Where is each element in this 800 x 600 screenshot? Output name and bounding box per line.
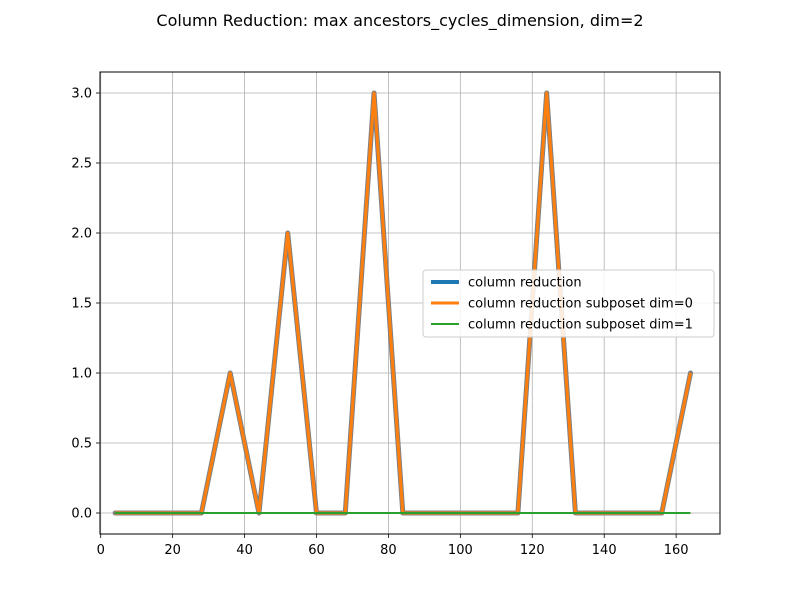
x-tick-label: 80 — [380, 543, 397, 558]
x-tick-label: 20 — [164, 543, 181, 558]
x-tick-label: 0 — [97, 543, 105, 558]
x-tick-label: 60 — [308, 543, 325, 558]
y-tick-label: 2.0 — [71, 227, 92, 242]
x-tick-label: 160 — [664, 543, 689, 558]
legend-label: column reduction subposet dim=0 — [468, 297, 693, 312]
y-axis: 0.0 0.5 1.0 1.5 2.0 2.5 3.0 — [71, 87, 100, 522]
chart-title: Column Reduction: max ancestors_cycles_d… — [156, 11, 643, 31]
y-tick-label: 0.0 — [71, 507, 92, 522]
legend-label: column reduction — [468, 276, 582, 291]
x-axis: 0 20 40 60 80 100 120 140 160 — [97, 534, 689, 558]
x-tick-label: 140 — [592, 543, 617, 558]
y-tick-label: 0.5 — [71, 437, 92, 452]
legend-label: column reduction subposet dim=1 — [468, 318, 693, 333]
y-tick-label: 1.5 — [71, 297, 92, 312]
x-tick-label: 120 — [520, 543, 545, 558]
legend: column reduction column reduction subpose… — [422, 269, 715, 338]
y-tick-label: 2.5 — [71, 157, 92, 172]
x-tick-label: 100 — [448, 543, 473, 558]
series-layer — [112, 90, 694, 516]
y-tick-label: 3.0 — [71, 87, 92, 102]
legend-box — [422, 269, 715, 338]
x-tick-label: 40 — [236, 543, 253, 558]
y-tick-label: 1.0 — [71, 367, 92, 382]
